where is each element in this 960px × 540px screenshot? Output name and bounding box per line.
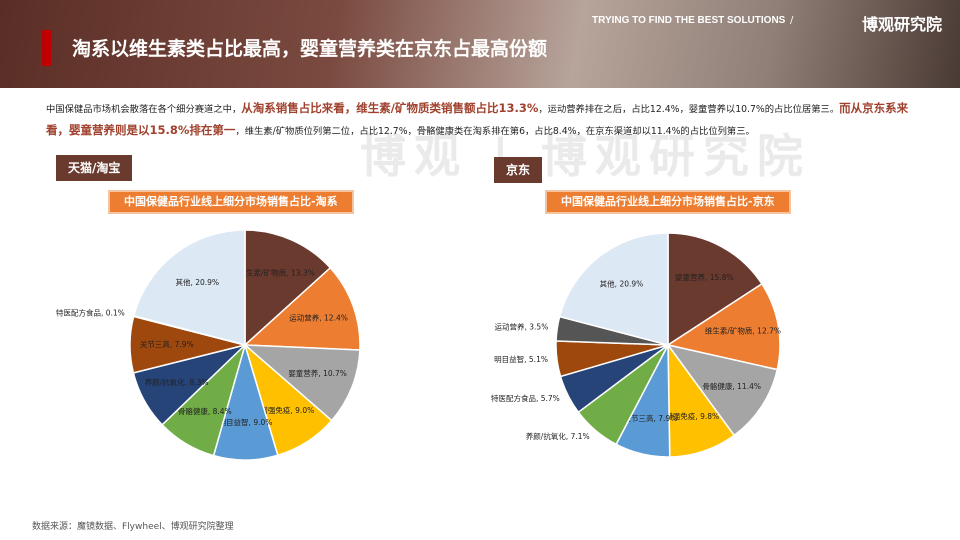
slice-label: 维生素/矿物质, 12.7% — [705, 326, 781, 336]
intro-text: 中国保健品市场机会散落在各个细分赛道之中，从淘系销售占比来看，维生素/矿物质类销… — [46, 98, 926, 142]
source-note: 数据来源：魔镜数据、Flywheel、博观研究院整理 — [32, 522, 234, 532]
pie-slice — [558, 232, 669, 346]
slice-label: 养颜/抗氧化, 7.1% — [526, 431, 590, 441]
slice-label: 增强免疫, 9.0% — [260, 405, 314, 415]
slice-label: 增强免疫, 9.8% — [665, 411, 719, 421]
pie-slice — [132, 229, 246, 346]
intro-segment: 从淘系销售占比来看，维生素/矿物质类销售额占比13.3% — [241, 101, 539, 115]
watermark: 博观 | 博观研究院 — [360, 129, 811, 183]
slice-label: 特医配方食品, 0.1% — [56, 308, 125, 318]
intro-segment: 而从京东系来看，婴童营养则是以15.8%排在第一 — [46, 101, 909, 137]
slice-label: 婴童营养, 10.7% — [288, 368, 347, 378]
slogan: TRYING TO FIND THE BEST SOLUTIONS — [592, 15, 786, 26]
slice-label: 关节三高, 7.9% — [624, 413, 678, 423]
slice-label: 养颜/抗氧化, 8.3% — [145, 377, 209, 387]
intro-segment: 中国保健品市场机会散落在各个细分赛道之中， — [46, 104, 242, 115]
pie-slice — [666, 282, 781, 371]
chart-title: 中国保健品行业线上细分市场销售占比-淘系 — [108, 190, 354, 214]
slice-label: 关节三高, 7.9% — [140, 339, 194, 349]
pie-slice — [667, 232, 763, 347]
slice-label: 其他, 20.9% — [175, 277, 219, 287]
slide-title: 淘系以维生素类占比最高，婴童营养类在京东占最高份额 — [72, 38, 548, 60]
slice-label: 维生素/矿物质, 13.3% — [239, 268, 315, 278]
header-band — [0, 0, 960, 88]
slice-label: 特医配方食品, 5.7% — [491, 393, 560, 403]
pie-slice — [242, 344, 361, 422]
slice-label: 骨骼健康, 11.4% — [702, 381, 761, 391]
intro-segment: ，维生素/矿物质位列第二位，占比12.7%，骨骼健康类在淘系排在第6，占比8.4… — [235, 126, 755, 137]
intro-segment: ，运动营养排在之后，占比12.4%，婴童营养以10.7%的占比位居第三。 — [538, 104, 840, 115]
slice-label: 骨骼健康, 8.4% — [178, 406, 232, 416]
separator: / — [790, 15, 794, 26]
pie-slice — [243, 266, 361, 351]
slice-label: 婴童营养, 15.8% — [675, 272, 734, 282]
slice-label: 明目益智, 9.0% — [219, 417, 273, 427]
accent-bar — [42, 30, 51, 66]
slice-label: 其他, 20.9% — [600, 279, 644, 289]
chart-title: 中国保健品行业线上细分市场销售占比-京东 — [545, 190, 791, 214]
platform-tab: 天猫/淘宝 — [56, 155, 133, 181]
slice-label: 运动营养, 12.4% — [289, 313, 348, 323]
slice-label: 运动营养, 3.5% — [495, 321, 549, 331]
pie-slice — [244, 229, 332, 347]
platform-tab: 京东 — [494, 157, 543, 183]
brand: 博观研究院 — [862, 15, 943, 34]
slice-label: 明目益智, 5.1% — [494, 354, 548, 364]
pie-slice — [666, 343, 779, 437]
